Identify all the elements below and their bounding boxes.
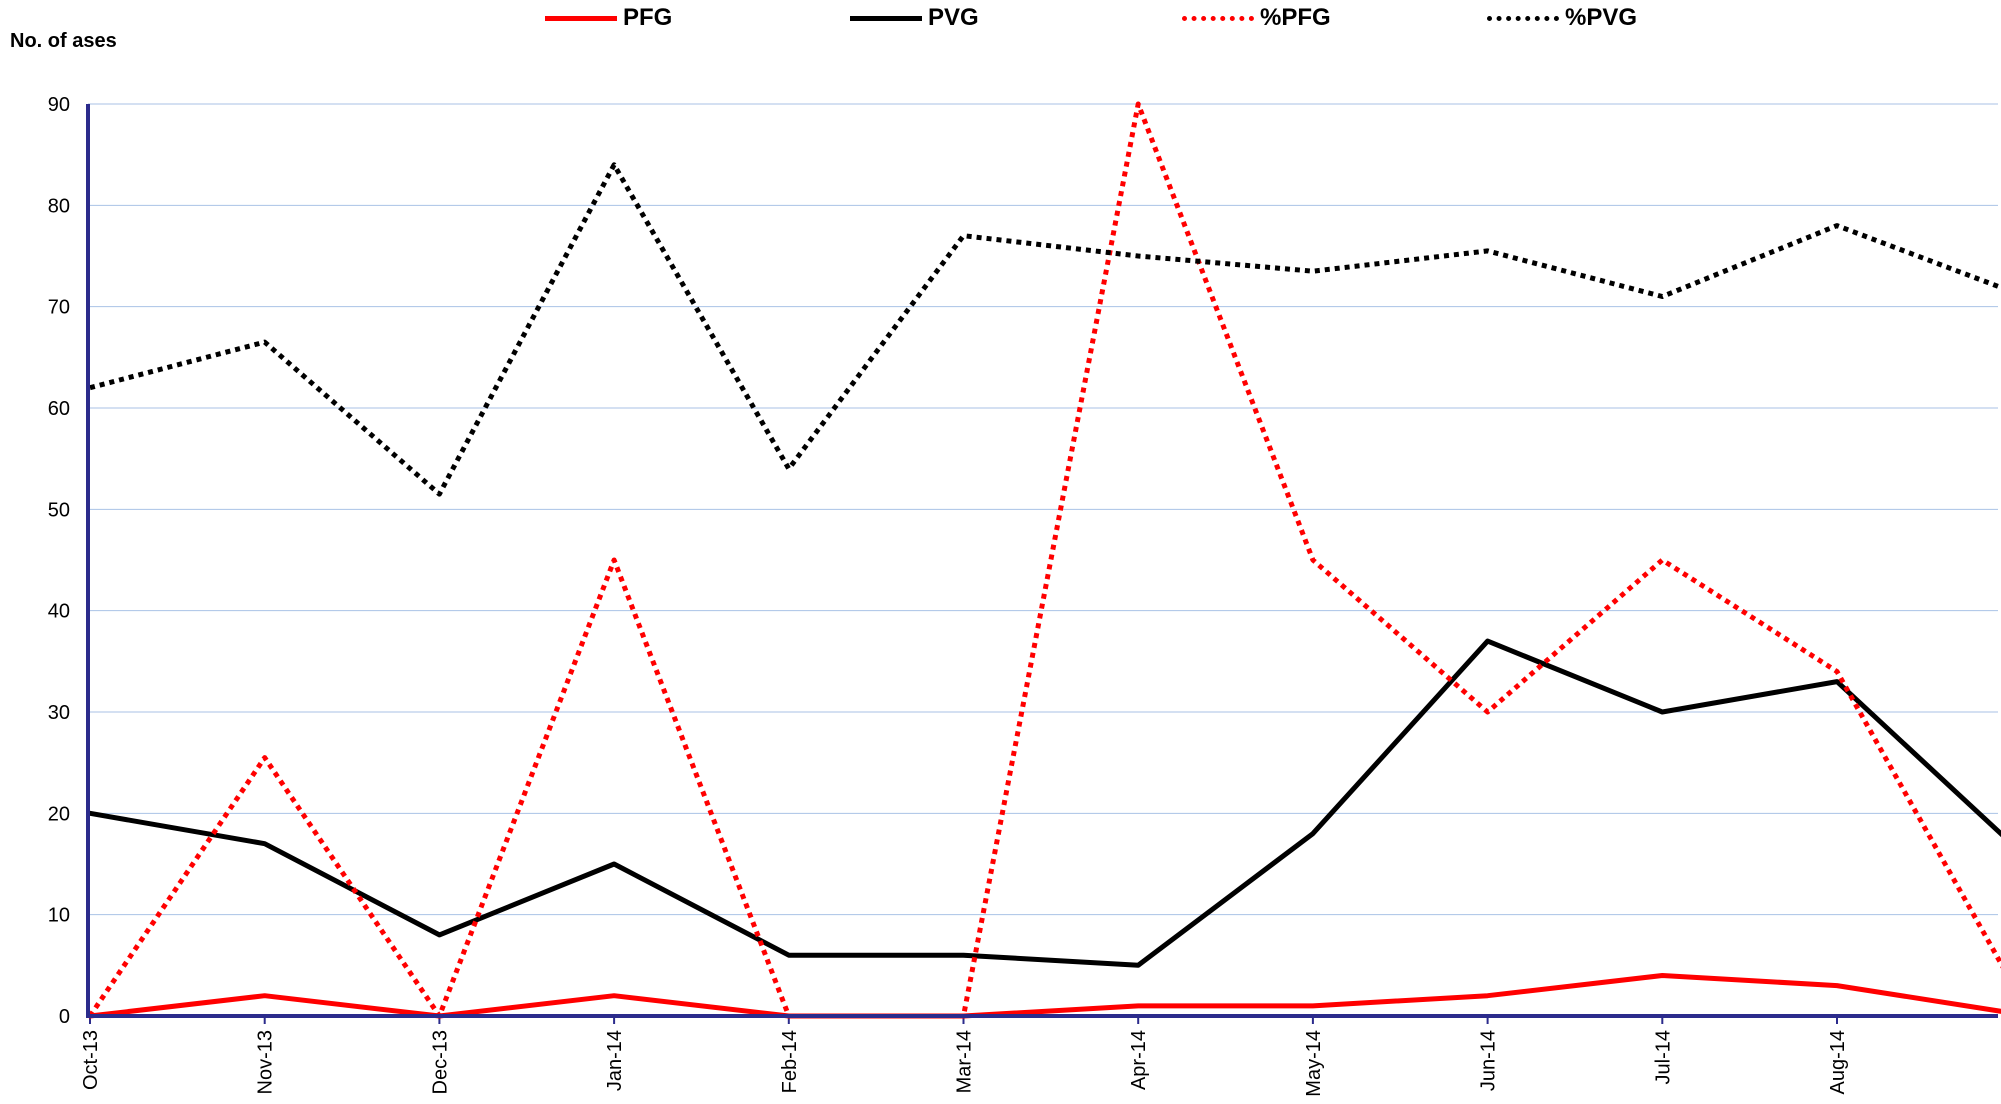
- legend-label-pct-pfg: %PFG: [1260, 4, 1331, 31]
- legend-swatch-pfg: [545, 15, 617, 21]
- grid-lines: [88, 103, 1998, 916]
- y-tick-label-0: 0: [59, 1006, 70, 1028]
- y-tick-label-10: 10: [48, 905, 70, 927]
- y-tick-label-40: 40: [48, 601, 70, 623]
- y-tick-label-80: 80: [48, 195, 70, 217]
- y-axis-title: No. of ases: [10, 30, 117, 52]
- x-tick-label-3: Jan-14: [604, 1030, 626, 1091]
- y-tick-label-60: 60: [48, 398, 70, 420]
- legend-label-pct-pvg: %PVG: [1565, 4, 1638, 31]
- series-line-pct-pfg: [87, 101, 2001, 1019]
- legend-item-pct-pvg: %PVG: [1487, 4, 1637, 32]
- y-tick-label-90: 90: [48, 94, 70, 116]
- x-tick-label-9: Jul-14: [1652, 1030, 1674, 1084]
- x-tick-label-0: Oct-13: [80, 1030, 102, 1090]
- legend-item-pfg: PFG: [545, 4, 672, 32]
- x-tick-label-5: Mar-14: [954, 1030, 976, 1093]
- y-tick-label-20: 20: [48, 803, 70, 825]
- axes: [86, 104, 1998, 1018]
- x-tick-label-1: Nov-13: [255, 1030, 277, 1094]
- legend-label-pvg: PVG: [928, 4, 979, 31]
- x-axis-ticks: Oct-13 Nov-13 Dec-13 Jan-14 Feb-14 Mar-14 Apr-…: [80, 1016, 1849, 1097]
- x-tick-label-8: Jun-14: [1478, 1030, 1500, 1091]
- legend-item-pct-pfg: %PFG: [1182, 4, 1331, 32]
- x-tick-label-6: Apr-14: [1128, 1030, 1150, 1090]
- x-tick-label-10: Aug-14: [1827, 1030, 1849, 1095]
- x-tick-label-2: Dec-13: [429, 1030, 451, 1094]
- series-line-pfg: [87, 973, 2001, 1019]
- legend-label-pfg: PFG: [623, 4, 673, 31]
- legend-item-pvg: PVG: [850, 4, 979, 32]
- series-line-pct-pvg: [89, 162, 2001, 497]
- y-tick-label-70: 70: [48, 297, 70, 319]
- series-lines: [87, 101, 2001, 1019]
- chart-legend: PFG PVG %PFG %PVG: [0, 4, 2001, 36]
- y-tick-label-50: 50: [48, 499, 70, 521]
- y-tick-label-30: 30: [48, 702, 70, 724]
- legend-swatch-pct-pvg: [1487, 15, 1559, 21]
- x-tick-label-4: Feb-14: [779, 1030, 801, 1093]
- legend-swatch-pvg: [850, 15, 922, 21]
- series-line-pvg: [87, 638, 2001, 968]
- legend-swatch-pct-pfg: [1182, 15, 1254, 21]
- x-tick-label-7: May-14: [1303, 1030, 1325, 1097]
- y-axis-ticks: 0 10 20 30 40 50 60 70 80 90: [48, 94, 70, 1028]
